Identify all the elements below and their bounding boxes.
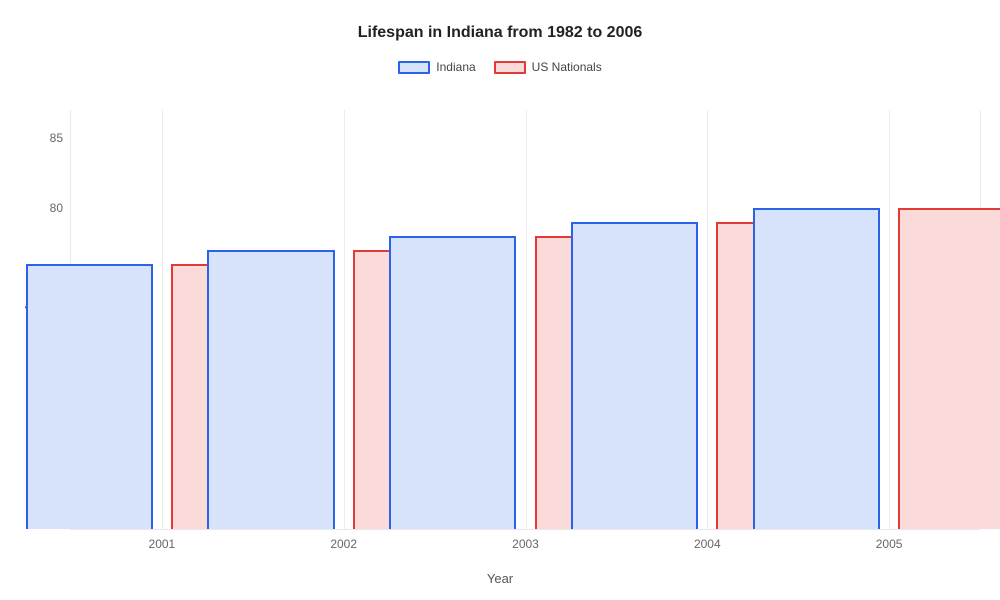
grid-line — [162, 110, 163, 529]
x-tick-label: 2005 — [876, 537, 903, 551]
grid-line — [707, 110, 708, 529]
bar-indiana — [571, 222, 698, 529]
plot-wrap: 20012002200320042005606570758085 — [70, 110, 980, 530]
y-tick-label: 80 — [31, 201, 63, 215]
grid-line — [526, 110, 527, 529]
x-tick-label: 2004 — [694, 537, 721, 551]
legend-item-indiana: Indiana — [398, 60, 475, 74]
chart-container: Lifespan in Indiana from 1982 to 2006 In… — [0, 0, 1000, 600]
bar-indiana — [753, 208, 880, 529]
plot-area: 20012002200320042005606570758085 — [70, 110, 980, 530]
x-tick-label: 2002 — [330, 537, 357, 551]
legend: Indiana US Nationals — [0, 60, 1000, 74]
y-tick-label: 85 — [31, 131, 63, 145]
legend-swatch-indiana — [398, 61, 430, 74]
legend-item-us-nationals: US Nationals — [494, 60, 602, 74]
bar-indiana — [26, 264, 153, 529]
bar-indiana — [389, 236, 516, 529]
bar-indiana — [207, 250, 334, 529]
grid-line — [344, 110, 345, 529]
legend-label-us-nationals: US Nationals — [532, 60, 602, 74]
chart-title: Lifespan in Indiana from 1982 to 2006 — [0, 0, 1000, 42]
x-axis-label: Year — [487, 571, 513, 586]
x-tick-label: 2001 — [149, 537, 176, 551]
grid-line — [889, 110, 890, 529]
bar-us-nationals — [898, 208, 1000, 529]
x-tick-label: 2003 — [512, 537, 539, 551]
legend-label-indiana: Indiana — [436, 60, 475, 74]
legend-swatch-us-nationals — [494, 61, 526, 74]
